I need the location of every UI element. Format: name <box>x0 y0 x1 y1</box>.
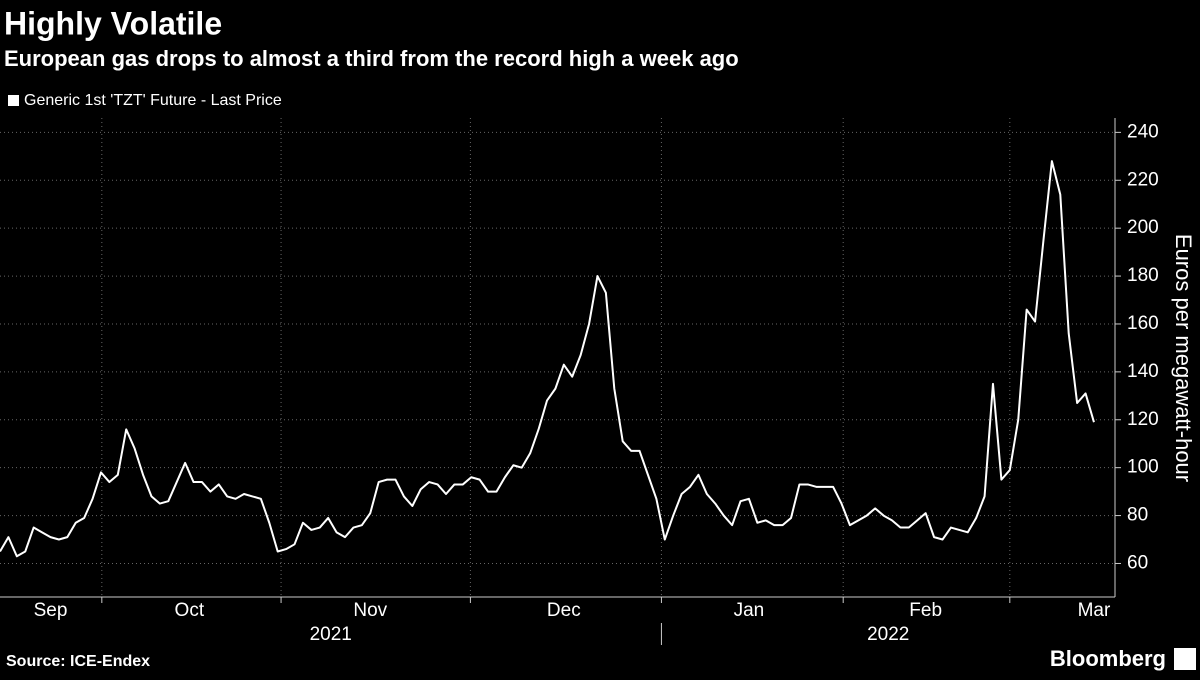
x-tick-label: Dec <box>547 600 581 621</box>
data-line <box>0 160 1095 558</box>
y-tick-label: 240 <box>1127 121 1159 142</box>
x-group-label: 2022 <box>867 624 909 645</box>
x-tick-label: Oct <box>175 600 205 621</box>
x-tick-label: Sep <box>34 600 68 621</box>
chart-title: Highly Volatile <box>4 5 222 41</box>
y-tick-label: 160 <box>1127 313 1159 334</box>
brand-icon <box>1174 648 1196 670</box>
y-tick-label: 220 <box>1127 169 1159 190</box>
y-tick-label: 140 <box>1127 361 1159 382</box>
x-tick-label: Nov <box>353 600 387 621</box>
x-tick-label: Jan <box>734 600 765 621</box>
y-tick-label: 180 <box>1127 265 1159 286</box>
legend-swatch <box>8 95 19 106</box>
y-tick-label: 80 <box>1127 505 1148 526</box>
y-axis-label: Euros per megawatt-hour <box>1171 234 1196 482</box>
brand: Bloomberg <box>1050 646 1166 671</box>
x-tick-label: Feb <box>909 600 942 621</box>
y-tick-label: 60 <box>1127 552 1148 573</box>
chart-subtitle: European gas drops to almost a third fro… <box>4 46 739 71</box>
y-tick-label: 100 <box>1127 457 1159 478</box>
legend-label: Generic 1st 'TZT' Future - Last Price <box>24 92 282 109</box>
source: Source: ICE-Endex <box>6 653 150 670</box>
x-tick-label: Mar <box>1078 600 1111 621</box>
y-tick-label: 120 <box>1127 409 1159 430</box>
x-group-label: 2021 <box>310 624 352 645</box>
y-tick-label: 200 <box>1127 217 1159 238</box>
